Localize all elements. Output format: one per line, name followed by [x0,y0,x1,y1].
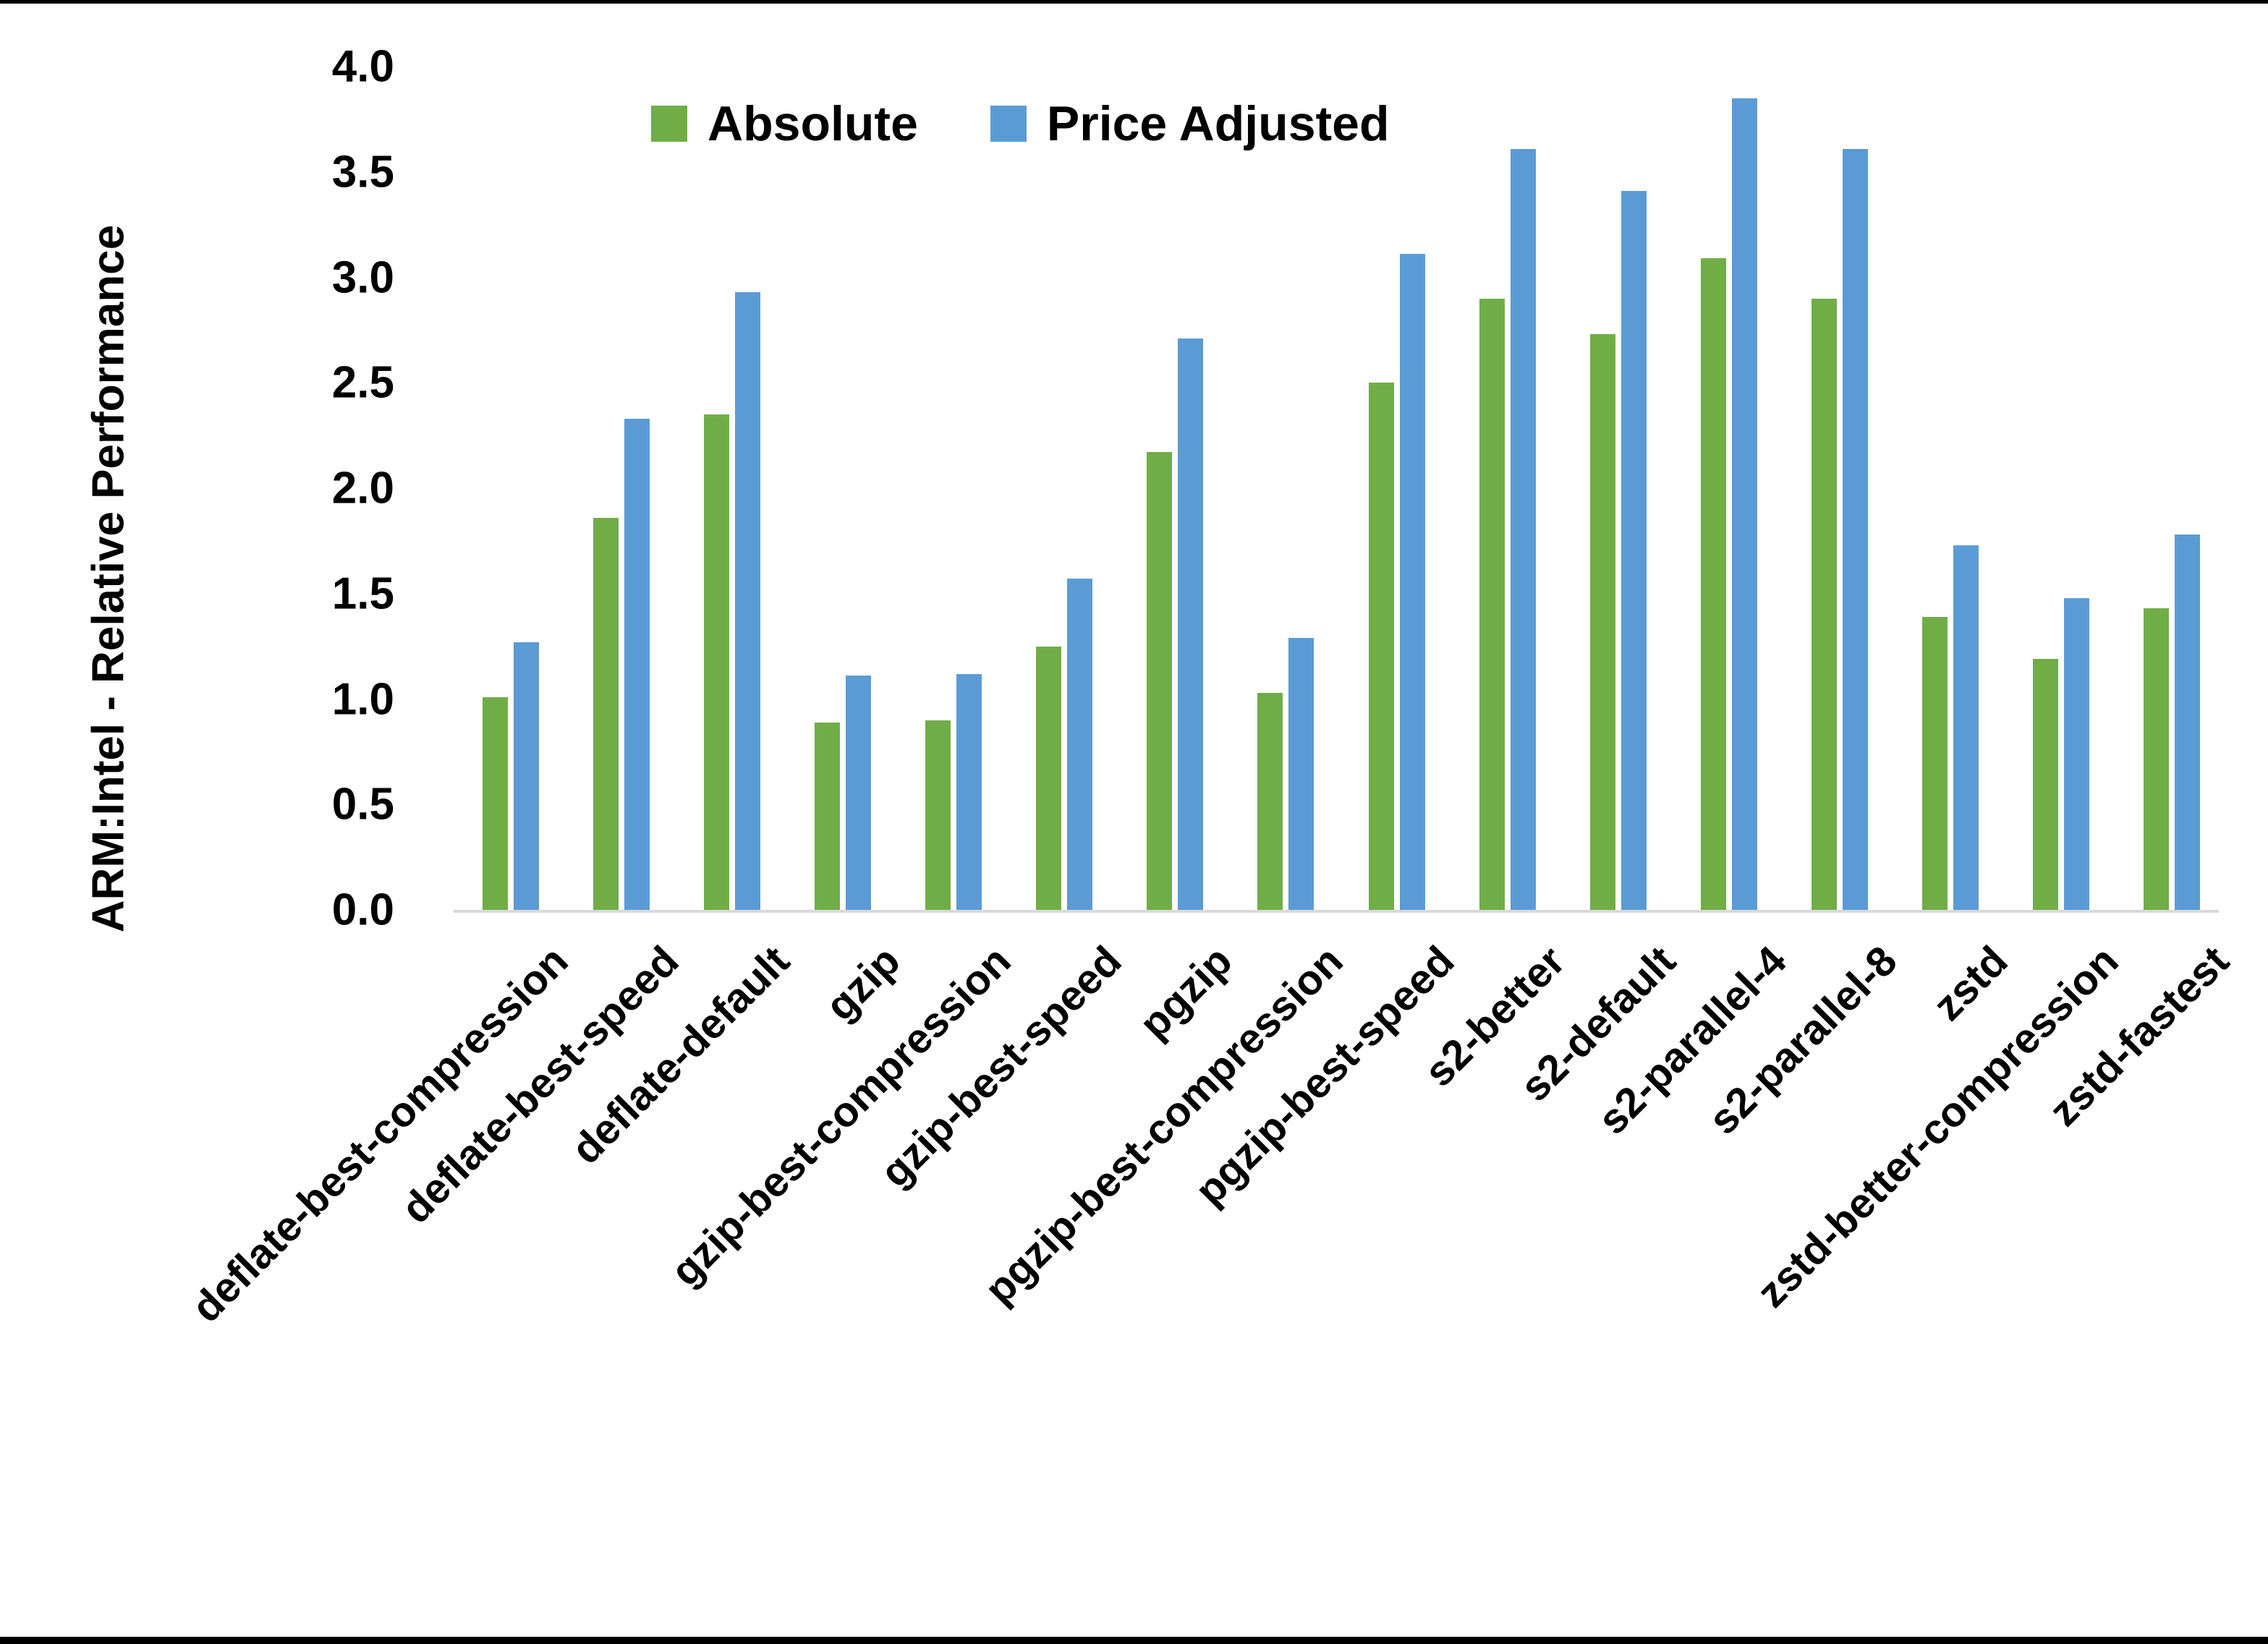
bar-absolute [1257,692,1283,910]
bar-absolute [1811,298,1837,910]
legend-swatch-absolute [651,106,687,142]
y-tick-label: 0.5 [331,779,394,830]
bar-price-adjusted [2175,534,2201,910]
legend-label-absolute: Absolute [708,96,918,151]
bar-price-adjusted [2063,597,2089,910]
bar-absolute [483,697,508,910]
bar-absolute [925,720,951,910]
bar-absolute [2032,659,2058,910]
y-tick-label: 3.5 [331,147,394,197]
bar-price-adjusted [956,673,982,910]
y-tick-label: 2.0 [331,463,394,514]
bar-absolute [1147,452,1173,910]
bar-price-adjusted [1178,338,1204,910]
bar-price-adjusted [1399,254,1425,910]
bar-absolute [1368,383,1394,910]
bar-price-adjusted [735,291,761,910]
y-tick-label: 0.0 [331,885,394,935]
bar-price-adjusted [624,418,650,910]
bar-absolute [593,517,619,910]
bar-price-adjusted [1621,190,1647,910]
bar-absolute [1921,616,1948,910]
bar-absolute [1700,258,1726,910]
y-tick-label: 2.5 [331,357,394,408]
bar-absolute [1479,298,1505,910]
legend: Absolute Price Adjusted [651,95,1390,152]
bar-price-adjusted [1842,148,1868,910]
bar-absolute [815,722,841,910]
legend-label-price-adjusted: Price Adjusted [1046,96,1390,151]
legend-item-price-adjusted: Price Adjusted [990,95,1390,152]
bar-absolute [1036,646,1062,910]
y-tick-label: 4.0 [331,41,394,92]
bar-price-adjusted [1288,637,1314,910]
y-tick-label: 1.5 [331,568,394,619]
bar-price-adjusted [846,676,872,910]
bar-price-adjusted [1510,148,1536,910]
x-axis-line [454,910,2219,913]
y-axis-title: ARM:Intel - Relative Performance [83,224,134,933]
y-tick-label: 1.0 [331,674,394,724]
bar-price-adjusted [1067,579,1093,910]
bar-price-adjusted [1953,545,1979,910]
bar-absolute [2144,608,2170,910]
bar-price-adjusted [514,642,539,910]
frame-border-bottom [0,1637,2268,1644]
y-tick-label: 3.0 [331,252,394,302]
frame-border-top [0,0,2268,4]
bar-absolute [1589,334,1615,910]
bar-absolute [704,414,730,910]
legend-swatch-price-adjusted [990,106,1027,142]
legend-item-absolute: Absolute [651,95,918,152]
bar-price-adjusted [1731,98,1757,910]
